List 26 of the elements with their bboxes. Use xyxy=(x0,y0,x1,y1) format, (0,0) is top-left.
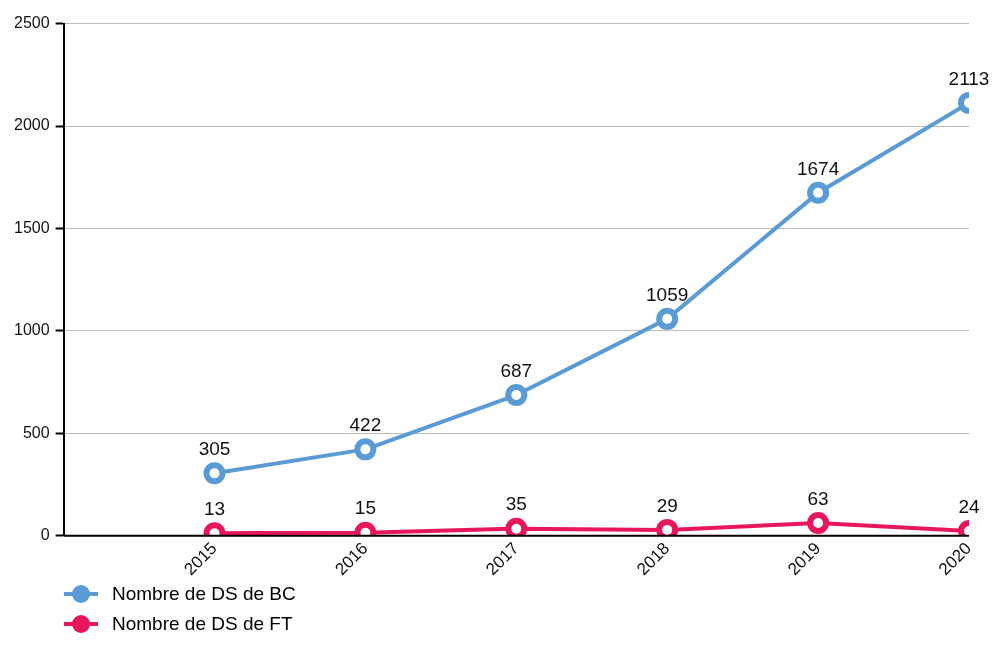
legend-label: Nombre de DS de BC xyxy=(112,583,296,605)
point xyxy=(807,181,830,204)
data-label: 13 xyxy=(203,497,226,519)
point xyxy=(656,307,679,330)
data-label: 35 xyxy=(505,493,527,515)
point xyxy=(354,438,377,461)
y-tick-label: 0 xyxy=(40,526,50,544)
data-label: 24 xyxy=(958,495,980,517)
y-tick-label: 500 xyxy=(22,423,50,441)
data-label: 1674 xyxy=(796,157,840,179)
data-label: 1059 xyxy=(646,283,689,305)
data-label: 305 xyxy=(198,438,231,460)
data-label: 15 xyxy=(354,497,376,519)
point xyxy=(505,384,528,407)
y-tick-label: 2500 xyxy=(14,14,50,32)
data-label: 29 xyxy=(656,494,678,516)
y-tick-label: 2000 xyxy=(14,116,50,134)
data-label: 422 xyxy=(349,414,382,436)
y-tick-label: 1500 xyxy=(14,218,50,236)
data-label: 2113 xyxy=(948,67,990,89)
y-tick-label: 1000 xyxy=(14,321,50,339)
point xyxy=(203,462,226,485)
legend-label: Nombre de DS de FT xyxy=(112,613,293,635)
point xyxy=(807,511,830,534)
data-label: 687 xyxy=(500,359,533,381)
data-label: 63 xyxy=(807,487,829,509)
